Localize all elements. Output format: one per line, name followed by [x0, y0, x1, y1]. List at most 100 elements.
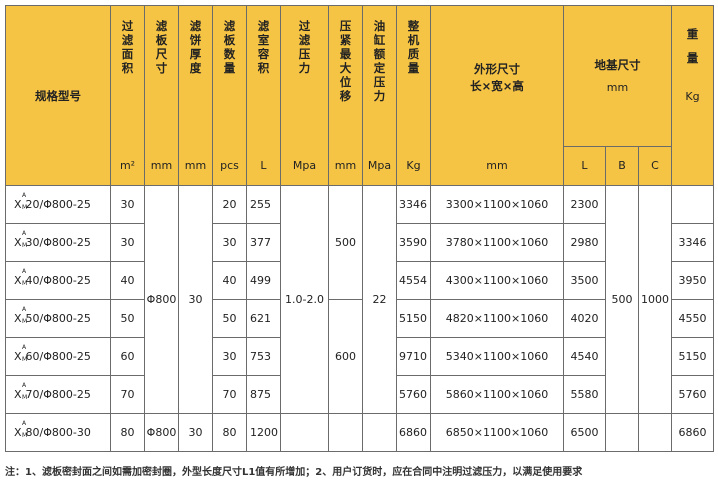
machine-mass-cell: 3346	[396, 185, 431, 224]
weight-cell: 4550	[671, 299, 715, 338]
area-cell: 50	[110, 299, 145, 338]
table-row: X A M 30/Φ800-25 30 30 377 3590 3780×1100×1060 29…	[5, 223, 715, 262]
model-cell: X A M 50/Φ800-25	[5, 299, 111, 338]
area-cell: 70	[110, 375, 145, 414]
dimensions-cell: 5340×1100×1060	[430, 337, 564, 376]
chamber-volume-cell: 499	[246, 261, 281, 300]
table-row: X A M 40/Φ800-25 40 40 499 4554 4300×1100×1060 35…	[5, 261, 715, 300]
machine-mass-cell: 9710	[396, 337, 431, 376]
cylinder-pressure-cell: 22	[362, 185, 397, 414]
dimensions-cell: 4300×1100×1060	[430, 261, 564, 300]
table-row: X A M 20/Φ800-25 30 Φ800 30 20 255 1.0-2.0 500 22 33…	[5, 185, 715, 414]
foundation-l-cell: 2980	[563, 223, 606, 262]
plate-count-cell: 30	[212, 337, 247, 376]
header-foundation-l: L	[563, 145, 606, 187]
area-cell: 60	[110, 337, 145, 376]
machine-mass-cell: 5150	[396, 299, 431, 338]
plate-size-cell: Φ800	[144, 185, 179, 414]
header-weight: 重 量 Kg	[671, 5, 715, 186]
header-max-displacement: 压 紧 最 大 位 移 mm	[328, 5, 363, 186]
foundation-b-cell: 500	[605, 185, 639, 414]
weight-cell	[671, 185, 715, 224]
foundation-l-cell: 3500	[563, 261, 606, 300]
cake-thickness-cell: 30	[178, 413, 213, 452]
header-machine-mass: 整 机 质 量 Kg	[396, 5, 431, 186]
foundation-l-cell: 5580	[563, 375, 606, 414]
plate-size-cell: Φ800	[144, 413, 179, 452]
foundation-c-cell: 1000	[637, 185, 673, 414]
model-cell: X A M 80/Φ800-30	[5, 413, 111, 452]
header-cake-thickness: 滤 饼 厚 度 mm	[178, 5, 213, 186]
header-filter-pressure: 过 滤 压 力 Mpa	[280, 5, 329, 186]
area-cell: 40	[110, 261, 145, 300]
foundation-l-cell: 6500	[563, 413, 606, 452]
plate-count-cell: 30	[212, 223, 247, 262]
header-foundation-c: C	[637, 145, 673, 187]
chamber-volume-cell: 1200	[246, 413, 281, 452]
cake-thickness-cell: 30	[178, 185, 213, 414]
filter-pressure-cell: 1.0-2.0	[280, 185, 329, 414]
machine-mass-cell: 3590	[396, 223, 431, 262]
area-cell: 80	[110, 413, 145, 452]
dimensions-cell: 4820×1100×1060	[430, 299, 564, 338]
area-cell: 30	[110, 223, 145, 262]
header-foundation-b: B	[605, 145, 639, 187]
dimensions-cell: 6850×1100×1060	[430, 413, 564, 452]
weight-cell: 3346	[671, 223, 715, 262]
footnote: 注：1、滤板密封面之间如需加密封圈，外型长度尺寸L1值有所增加；2、用户订货时，…	[5, 467, 583, 478]
weight-cell: 5150	[671, 337, 715, 376]
header-cylinder-pressure: 油 缸 额 定 压 力 Mpa	[362, 5, 397, 186]
header-area: 过 滤 面 积 m²	[110, 5, 145, 186]
chamber-volume-cell: 875	[246, 375, 281, 414]
filter-pressure-cell	[280, 413, 329, 452]
model-cell: X A M 30/Φ800-25	[5, 223, 111, 262]
plate-count-cell: 20	[212, 185, 247, 224]
header-model: 规格型号	[5, 5, 111, 186]
plate-count-cell: 70	[212, 375, 247, 414]
model-cell: X A M 20/Φ800-25	[5, 185, 111, 224]
table-row: X A M 80/Φ800-30 80 Φ800 30 80 1200 6860 6850×1100…	[5, 413, 715, 452]
weight-cell: 5760	[671, 375, 715, 414]
plate-count-cell: 50	[212, 299, 247, 338]
dimensions-cell: 3780×1100×1060	[430, 223, 564, 262]
foundation-c-cell	[637, 413, 673, 452]
table-row: X A M 60/Φ800-25 60 30 753 9710 5340×1100×1060 45…	[5, 337, 715, 376]
foundation-b-cell	[605, 413, 639, 452]
model-cell: X A M 60/Φ800-25	[5, 337, 111, 376]
machine-mass-cell: 5760	[396, 375, 431, 414]
header-foundation: 地基尺寸 mm	[562, 5, 673, 147]
weight-cell: 6860	[671, 413, 715, 452]
foundation-l-cell: 4540	[563, 337, 606, 376]
plate-count-cell: 80	[212, 413, 247, 452]
chamber-volume-cell: 753	[246, 337, 281, 376]
header-plate-size: 滤 板 尺 寸 mm	[144, 5, 179, 186]
weight-cell: 3950	[671, 261, 715, 300]
dimensions-cell: 5860×1100×1060	[430, 375, 564, 414]
dimensions-cell: 3300×1100×1060	[430, 185, 564, 224]
table-row: X A M 50/Φ800-25 50 50 621 600 5150 4820×1100×106…	[5, 299, 715, 414]
header-plate-count: 滤 板 数 量 pcs	[212, 5, 247, 186]
machine-mass-cell: 4554	[396, 261, 431, 300]
max-displacement-cell	[328, 413, 363, 452]
foundation-l-cell: 2300	[563, 185, 606, 224]
cylinder-pressure-cell	[362, 413, 397, 452]
model-cell: X A M 40/Φ800-25	[5, 261, 111, 300]
machine-mass-cell: 6860	[396, 413, 431, 452]
max-displacement-cell: 600	[328, 299, 363, 414]
header-dimensions: 外形尺寸 长×宽×高 mm	[430, 5, 564, 186]
chamber-volume-cell: 255	[246, 185, 281, 224]
model-cell: X A M 70/Φ800-25	[5, 375, 111, 414]
foundation-l-cell: 4020	[563, 299, 606, 338]
spec-table: 规格型号 过 滤 面 积 m² 滤 板 尺 寸 mm 滤 饼 厚 度 mm 滤 板 数…	[5, 5, 715, 452]
area-cell: 30	[110, 185, 145, 224]
chamber-volume-cell: 621	[246, 299, 281, 338]
chamber-volume-cell: 377	[246, 223, 281, 262]
